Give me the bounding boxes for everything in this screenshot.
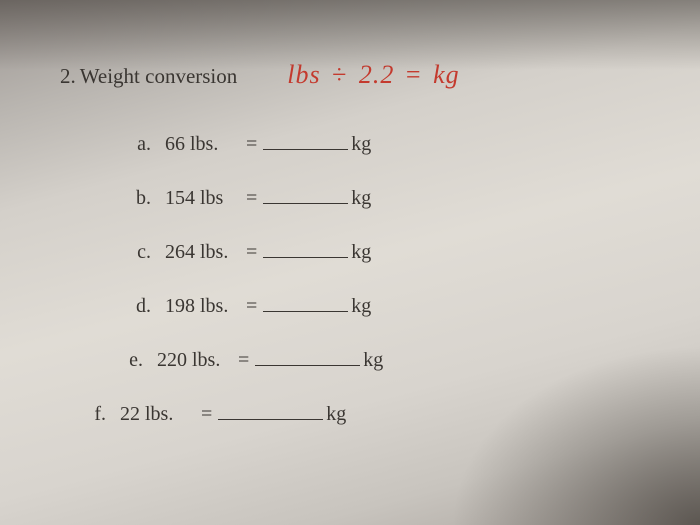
equals-sign: = — [246, 187, 257, 210]
item-f: f. 22 lbs. = kg — [85, 400, 670, 426]
equals-sign: = — [246, 133, 257, 156]
answer-blank[interactable] — [255, 346, 360, 366]
item-value: 198 lbs. — [165, 295, 245, 318]
item-value: 264 lbs. — [165, 241, 245, 264]
formula-divisor: 2.2 — [359, 60, 395, 89]
answer-blank[interactable] — [263, 238, 348, 258]
equals-sign: = — [238, 349, 249, 372]
question-number: 2. — [60, 64, 76, 88]
item-letter: e. — [122, 349, 157, 372]
item-letter: a. — [130, 133, 165, 156]
item-b: b. 154 lbs = kg — [130, 184, 670, 210]
question-header: 2. Weight conversion lbs ÷ 2.2 = kg — [60, 60, 670, 90]
item-letter: f. — [85, 403, 120, 426]
equals-sign: = — [246, 241, 257, 264]
equals-sign: = — [201, 403, 212, 426]
item-value: 154 lbs — [165, 187, 245, 210]
answer-blank[interactable] — [263, 184, 348, 204]
item-d: d. 198 lbs. = kg — [130, 292, 670, 318]
question-number-title: 2. Weight conversion — [60, 64, 237, 89]
conversion-items: a. 66 lbs. = kg b. 154 lbs = kg c. 264 l… — [60, 130, 670, 426]
item-letter: b. — [130, 187, 165, 210]
item-value: 66 lbs. — [165, 133, 245, 156]
item-letter: c. — [130, 241, 165, 264]
item-value: 220 lbs. — [157, 349, 237, 372]
unit-label: kg — [351, 133, 371, 156]
formula-rhs: kg — [433, 60, 460, 89]
unit-label: kg — [326, 403, 346, 426]
question-title: Weight conversion — [80, 64, 238, 88]
conversion-formula: lbs ÷ 2.2 = kg — [287, 60, 459, 90]
equals-sign: = — [246, 295, 257, 318]
unit-label: kg — [351, 241, 371, 264]
answer-blank[interactable] — [263, 130, 348, 150]
item-e: e. 220 lbs. = kg — [122, 346, 670, 372]
answer-blank[interactable] — [218, 400, 323, 420]
formula-operator: ÷ — [332, 60, 347, 89]
item-c: c. 264 lbs. = kg — [130, 238, 670, 264]
unit-label: kg — [363, 349, 383, 372]
worksheet-page: 2. Weight conversion lbs ÷ 2.2 = kg a. 6… — [0, 0, 700, 525]
item-letter: d. — [130, 295, 165, 318]
unit-label: kg — [351, 187, 371, 210]
formula-lhs: lbs — [287, 60, 320, 89]
item-a: a. 66 lbs. = kg — [130, 130, 670, 156]
item-value: 22 lbs. — [120, 403, 200, 426]
unit-label: kg — [351, 295, 371, 318]
answer-blank[interactable] — [263, 292, 348, 312]
formula-equals: = — [406, 60, 422, 89]
